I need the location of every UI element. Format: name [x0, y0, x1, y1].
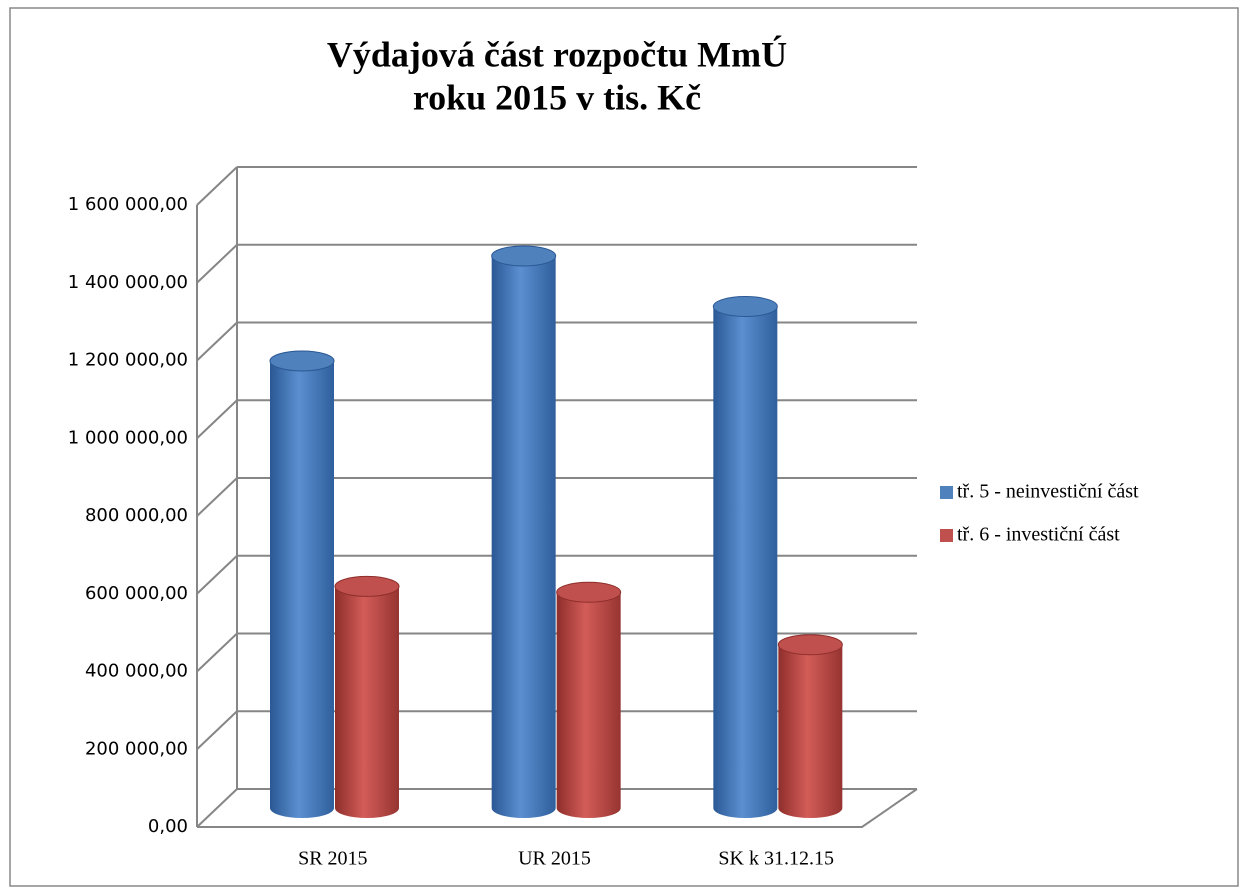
bar: [335, 586, 399, 818]
bar-top: [712, 296, 778, 318]
y-tick-label: 200 000,00: [85, 738, 188, 759]
grid-line-side: [196, 166, 238, 206]
x-tick-label: SR 2015: [298, 848, 367, 870]
y-tick-label: 800 000,00: [85, 505, 188, 526]
bar-top: [556, 581, 622, 603]
legend-label: tř. 6 - investiční část: [957, 524, 1120, 546]
y-tick-label: 1 600 000,00: [68, 194, 188, 215]
bar: [270, 360, 334, 818]
y-tick-label: 1 200 000,00: [68, 350, 188, 371]
legend-swatch: [940, 486, 953, 499]
y-tick-label: 0,00: [148, 816, 188, 837]
bar-top: [777, 634, 843, 656]
y-tick-label: 1 000 000,00: [68, 427, 188, 448]
grid-line-side: [196, 788, 238, 828]
chart-title: roku 2015 v tis. Kč: [413, 77, 701, 117]
bar-top: [269, 350, 335, 372]
y-tick-label: 1 400 000,00: [68, 272, 188, 293]
y-tick-label: 600 000,00: [85, 583, 188, 604]
grid-line-side: [196, 321, 238, 362]
grid-line-side: [196, 710, 238, 750]
bar-top: [491, 245, 557, 267]
legend-swatch: [940, 529, 953, 542]
legend-label: tř. 5 - neinvestiční část: [957, 481, 1139, 503]
grid-line-side: [196, 244, 238, 284]
grid-line-side: [196, 632, 238, 673]
chart-title: Výdajová část rozpočtu MmÚ: [327, 34, 787, 74]
x-tick-label: UR 2015: [518, 848, 591, 870]
x-tick-label: SK k 31.12.15: [718, 848, 834, 870]
grid-line-side: [196, 555, 238, 595]
floor: [197, 788, 918, 828]
bar: [778, 644, 843, 818]
grid-line-side: [196, 399, 238, 439]
bar: [713, 306, 778, 818]
bar: [491, 255, 556, 819]
bar-top: [334, 575, 400, 597]
bar: [556, 592, 621, 818]
y-tick-label: 400 000,00: [85, 661, 188, 682]
chart-border: [9, 7, 1239, 887]
grid-line-side: [196, 477, 238, 517]
